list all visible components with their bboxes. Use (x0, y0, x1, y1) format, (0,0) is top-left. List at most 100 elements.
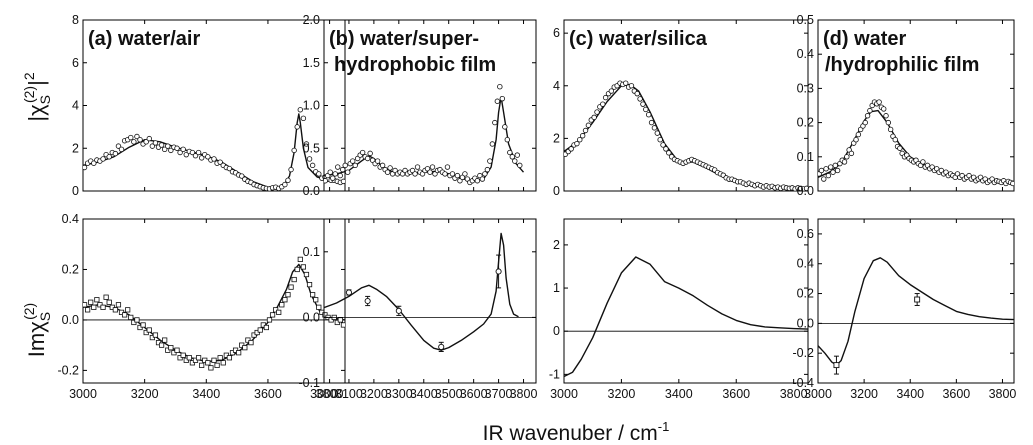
data-point (821, 176, 827, 182)
data-point (146, 135, 152, 142)
data-point (844, 154, 850, 160)
data-point (502, 124, 508, 130)
data-point (306, 281, 313, 288)
x-tick-label: 3400 (665, 387, 693, 401)
y-tick-label: 1 (553, 281, 560, 295)
y-tick-label: 0.2 (797, 287, 814, 301)
y-tick-label: 1.0 (303, 99, 320, 113)
data-point (509, 154, 516, 160)
data-point (643, 106, 649, 113)
data-point (106, 154, 112, 160)
data-layer (83, 107, 345, 191)
x-tick-label: 3200 (850, 387, 878, 401)
data-point (103, 294, 109, 300)
y-tick-label: 0.2 (62, 262, 79, 276)
data-point (574, 140, 580, 147)
data-point (327, 169, 333, 175)
data-point (335, 164, 341, 170)
data-point (158, 142, 165, 148)
data-layer (818, 99, 1014, 187)
data-point (364, 155, 371, 162)
data-point (454, 172, 461, 179)
data-point (579, 133, 586, 139)
x-tick-label: 3600 (722, 387, 750, 401)
data-point (367, 150, 373, 157)
data-point (324, 178, 328, 184)
data-point (152, 332, 159, 338)
data-point (818, 167, 825, 174)
data-point (189, 149, 196, 156)
plot-frame (323, 218, 537, 384)
series-line (818, 257, 1014, 366)
data-point (568, 146, 574, 152)
data-point (841, 159, 848, 165)
data-point (294, 124, 300, 130)
data-point (479, 176, 486, 182)
y-tick-label: 2 (553, 131, 560, 145)
panel-title-line: (d) water (823, 28, 907, 50)
data-point (1010, 180, 1014, 187)
y-tick-label: -1 (549, 367, 560, 381)
data-point (438, 343, 445, 350)
data-point (885, 119, 892, 126)
data-point (128, 314, 134, 321)
data-point (474, 178, 481, 184)
data-point (226, 355, 233, 361)
plot-frame (817, 218, 1015, 384)
data-point (285, 292, 291, 298)
panel-d-top: 0.0 0.1 0.2 0.3 0.4 0.5 (d) water/hydrophilic … (797, 13, 1015, 198)
data-point (374, 158, 381, 164)
data-point (205, 154, 211, 160)
x-tick-label: 3200 (608, 387, 636, 401)
data-point (340, 166, 346, 173)
data-point (195, 149, 202, 156)
data-point (823, 166, 829, 172)
data-point (91, 304, 97, 310)
data-point (803, 185, 808, 191)
y-tick-label: 0 (553, 184, 560, 198)
data-point (131, 139, 137, 145)
data-point (303, 141, 310, 147)
data-point (125, 307, 131, 313)
panel-b-bottom: 300031003200330034003500360037003800-0.1… (298, 218, 537, 401)
y-tick-label: 0.5 (797, 13, 814, 27)
data-point (832, 162, 838, 169)
data-point (211, 357, 217, 363)
x-tick-label: 3200 (360, 387, 388, 401)
y-tick-label: 1.5 (303, 56, 320, 70)
data-point (165, 143, 171, 149)
y-tick-label: 2 (72, 141, 79, 155)
data-point (364, 297, 371, 305)
x-tick-label: 3000 (804, 387, 832, 401)
data-point (608, 88, 615, 94)
panel-title-line: (b) water/super- (329, 28, 479, 50)
data-point (512, 158, 518, 164)
data-point (140, 322, 146, 328)
x-tick-label: 3000 (550, 387, 578, 401)
data-point (517, 162, 523, 169)
data-point (504, 136, 511, 143)
x-tick-label: 3500 (435, 387, 463, 401)
y-tick-label: -0.2 (792, 346, 814, 360)
data-point (920, 159, 926, 165)
plot-frame (563, 218, 809, 384)
data-point (442, 171, 448, 177)
data-layer (324, 83, 525, 186)
data-point (306, 156, 313, 162)
data-point (914, 296, 921, 303)
data-point (239, 173, 245, 179)
x-tick-label: 3400 (896, 387, 924, 401)
data-point (645, 112, 652, 118)
data-point (834, 167, 841, 174)
data-point (414, 164, 421, 170)
y-tick-label: 0.4 (62, 212, 79, 226)
panels-group: 0 2 4 6 8 (a) water/air 0.0 0.5 1.0 1.5 2.0 (b) wat… (57, 13, 1016, 401)
data-point (217, 159, 223, 165)
data-point (236, 350, 242, 356)
data-point (146, 327, 152, 333)
data-point (585, 122, 592, 128)
data-point (214, 362, 220, 368)
data-point (384, 169, 391, 175)
data-point (833, 362, 840, 369)
data-point (195, 355, 202, 361)
